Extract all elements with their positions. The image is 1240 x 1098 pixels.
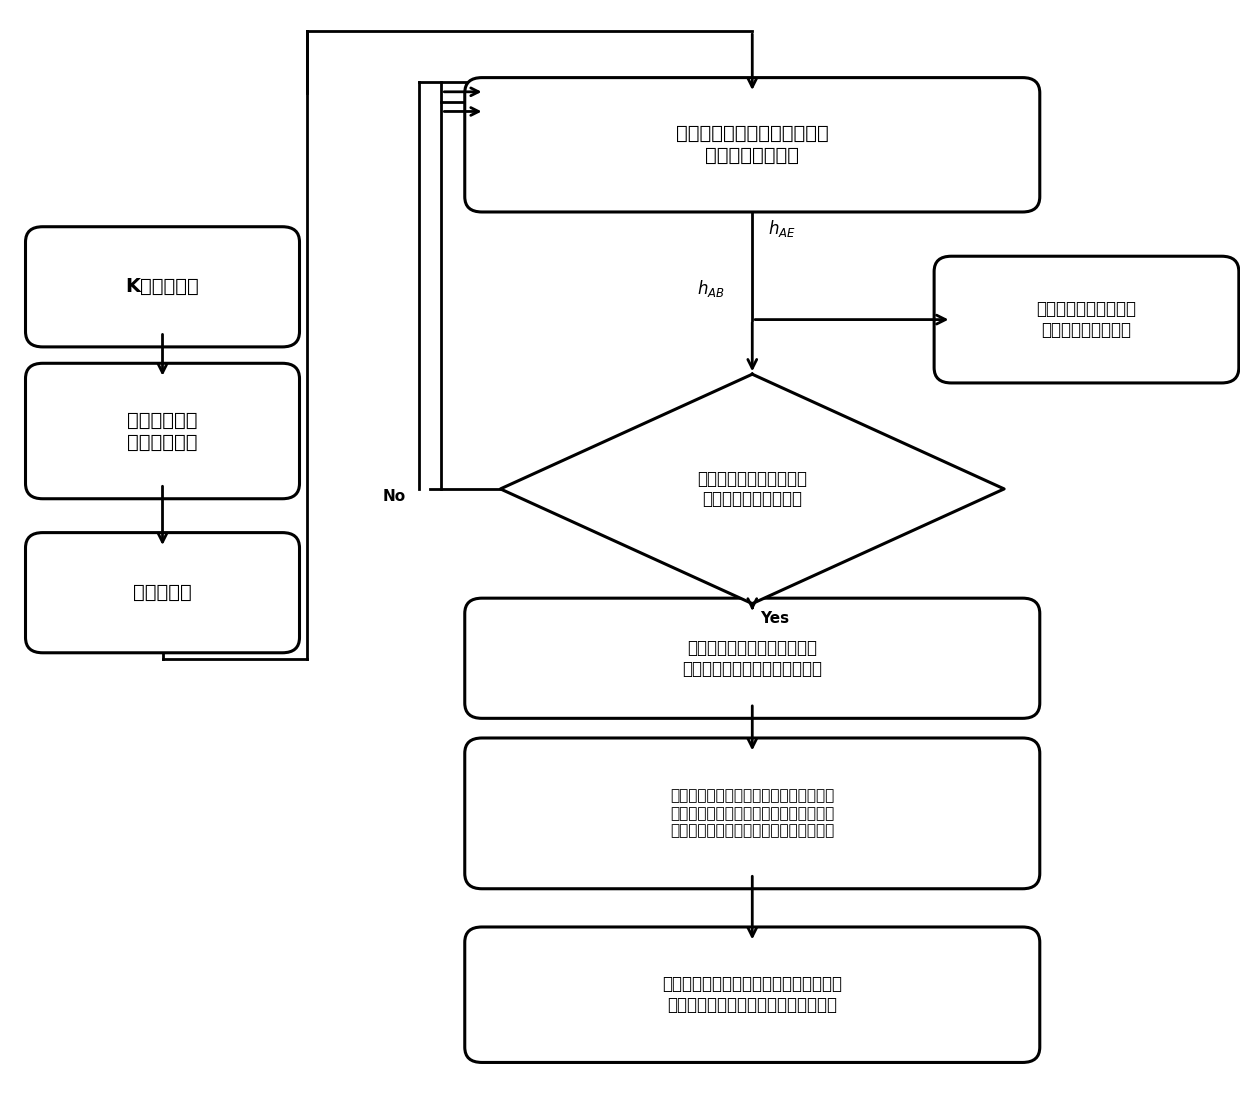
Text: 窃听者窃听合法发送端
发送的喷泉码编码包: 窃听者窃听合法发送端 发送的喷泉码编码包 bbox=[1037, 300, 1137, 339]
Text: 合法接收端是否已恢复出
所有加密的源数据包？: 合法接收端是否已恢复出 所有加密的源数据包？ bbox=[697, 470, 807, 508]
Text: 合法发送端利用合法接收端正确接收到的
喷泉码编码包数据加密之前加密源数据包
的随机比特序列并将其发送给合法接收端: 合法发送端利用合法接收端正确接收到的 喷泉码编码包数据加密之前加密源数据包 的随… bbox=[670, 788, 835, 838]
Text: 合法接收端向合法发送端反馈
正确接收到的喷泉码编码包序号: 合法接收端向合法发送端反馈 正确接收到的喷泉码编码包序号 bbox=[682, 639, 822, 677]
Text: Yes: Yes bbox=[760, 612, 789, 626]
Text: K个源数据包: K个源数据包 bbox=[125, 278, 200, 296]
FancyBboxPatch shape bbox=[465, 927, 1040, 1063]
Text: 喷泉码编码: 喷泉码编码 bbox=[133, 583, 192, 602]
Text: No: No bbox=[383, 489, 405, 504]
Polygon shape bbox=[501, 374, 1004, 604]
FancyBboxPatch shape bbox=[465, 78, 1040, 212]
Text: 合法接收端通过解密得到加密源数据包的
随机比特序列从而恢复出所有源数据包: 合法接收端通过解密得到加密源数据包的 随机比特序列从而恢复出所有源数据包 bbox=[662, 975, 842, 1015]
FancyBboxPatch shape bbox=[26, 226, 300, 347]
Text: 合法发送端向合法接收端发送
一个喷泉码编码包: 合法发送端向合法接收端发送 一个喷泉码编码包 bbox=[676, 124, 828, 166]
Text: $h_{AE}$: $h_{AE}$ bbox=[769, 219, 796, 239]
FancyBboxPatch shape bbox=[26, 363, 300, 498]
Text: $h_{AB}$: $h_{AB}$ bbox=[697, 279, 724, 300]
FancyBboxPatch shape bbox=[465, 738, 1040, 888]
Text: 等长随机比特
序列异或加密: 等长随机比特 序列异或加密 bbox=[128, 411, 197, 451]
FancyBboxPatch shape bbox=[934, 256, 1239, 383]
FancyBboxPatch shape bbox=[465, 598, 1040, 718]
FancyBboxPatch shape bbox=[26, 533, 300, 653]
